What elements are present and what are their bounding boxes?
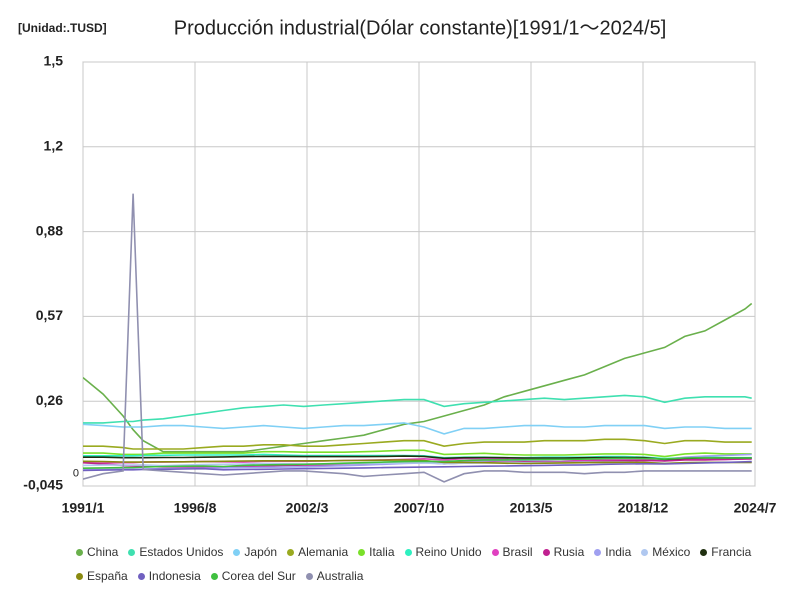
chart: [Unidad:.TUSD] Producción industrial(Dól… (18, 17, 777, 516)
series-line (83, 456, 752, 469)
y-tick-label: -0,045 (23, 477, 63, 493)
legend-label: Alemania (298, 545, 349, 559)
y-tick-label: 1,2 (44, 138, 64, 154)
series-line (83, 459, 752, 465)
legend-item: Indonesia (137, 567, 201, 585)
legend-item: China (76, 543, 118, 561)
legend-swatch (542, 548, 550, 556)
legend-swatch (233, 548, 241, 556)
series-line (83, 422, 752, 435)
x-tick-label: 2013/5 (510, 500, 553, 516)
legend-item: México (641, 543, 690, 561)
legend-swatch (641, 548, 649, 556)
legend-swatch (700, 548, 708, 556)
legend: China Estados Unidos Japón Alemania Italia Re… (76, 541, 776, 589)
legend-label: Estados Unidos (139, 545, 224, 559)
y-tick-label: 0,88 (36, 222, 63, 238)
legend-swatch (128, 548, 136, 556)
legend-item: Alemania (287, 543, 348, 561)
legend-swatch (305, 572, 313, 580)
y-tick-label: 0 (73, 468, 79, 480)
legend-swatch (76, 572, 83, 580)
series-line (83, 193, 752, 483)
legend-item: Rusia (542, 543, 585, 561)
chart-title: Producción industrial(Dólar constante)[1… (174, 17, 667, 39)
x-tick-label: 2007/10 (394, 500, 445, 516)
legend-swatch (210, 572, 218, 580)
legend-item: Reino Unido (404, 543, 482, 561)
legend-label: Brasil (502, 545, 533, 559)
legend-label: México (652, 545, 691, 559)
legend-swatch (404, 548, 412, 556)
legend-swatch (137, 572, 145, 580)
series-line (83, 302, 753, 453)
legend-label: Reino Unido (415, 545, 482, 559)
legend-label: Italia (369, 545, 395, 559)
legend-swatch (594, 548, 602, 556)
legend-swatch (358, 548, 366, 556)
y-tick-label: 1,5 (44, 53, 64, 69)
legend-item: Francia (700, 543, 751, 561)
series-line (83, 449, 752, 458)
series-line (83, 460, 752, 472)
legend-item: Australia (305, 567, 364, 585)
series-line (83, 394, 752, 424)
legend-label: Australia (316, 569, 364, 583)
legend-item: Japón (233, 543, 277, 561)
legend-label: India (605, 545, 632, 559)
legend-item: España (76, 567, 128, 585)
x-tick-label: 2018/12 (618, 500, 669, 516)
legend-label: Corea del Sur (221, 569, 296, 583)
x-tick-label: 2024/7 (734, 500, 777, 516)
legend-label: Indonesia (148, 569, 201, 583)
legend-label: Rusia (553, 545, 585, 559)
y-tick-label: 0,26 (36, 392, 63, 408)
legend-item: India (594, 543, 631, 561)
legend-swatch (287, 548, 295, 556)
legend-item: Italia (358, 543, 395, 561)
series-group (83, 193, 753, 483)
legend-label: China (87, 545, 119, 559)
series-line (83, 438, 752, 450)
legend-label: España (87, 569, 128, 583)
x-tick-label: 1996/8 (174, 500, 217, 516)
legend-label: Japón (244, 545, 278, 559)
y-tick-label: 0,57 (36, 307, 63, 323)
x-tick-label: 2002/3 (286, 500, 329, 516)
legend-item: Brasil (491, 543, 533, 561)
legend-swatch (491, 548, 499, 556)
legend-swatch (76, 548, 83, 556)
x-tick-label: 1991/1 (62, 500, 105, 516)
legend-item: Estados Unidos (128, 543, 223, 561)
legend-label: Francia (711, 545, 752, 559)
unit-label: [Unidad:.TUSD] (18, 21, 107, 35)
legend-item: Corea del Sur (210, 567, 296, 585)
